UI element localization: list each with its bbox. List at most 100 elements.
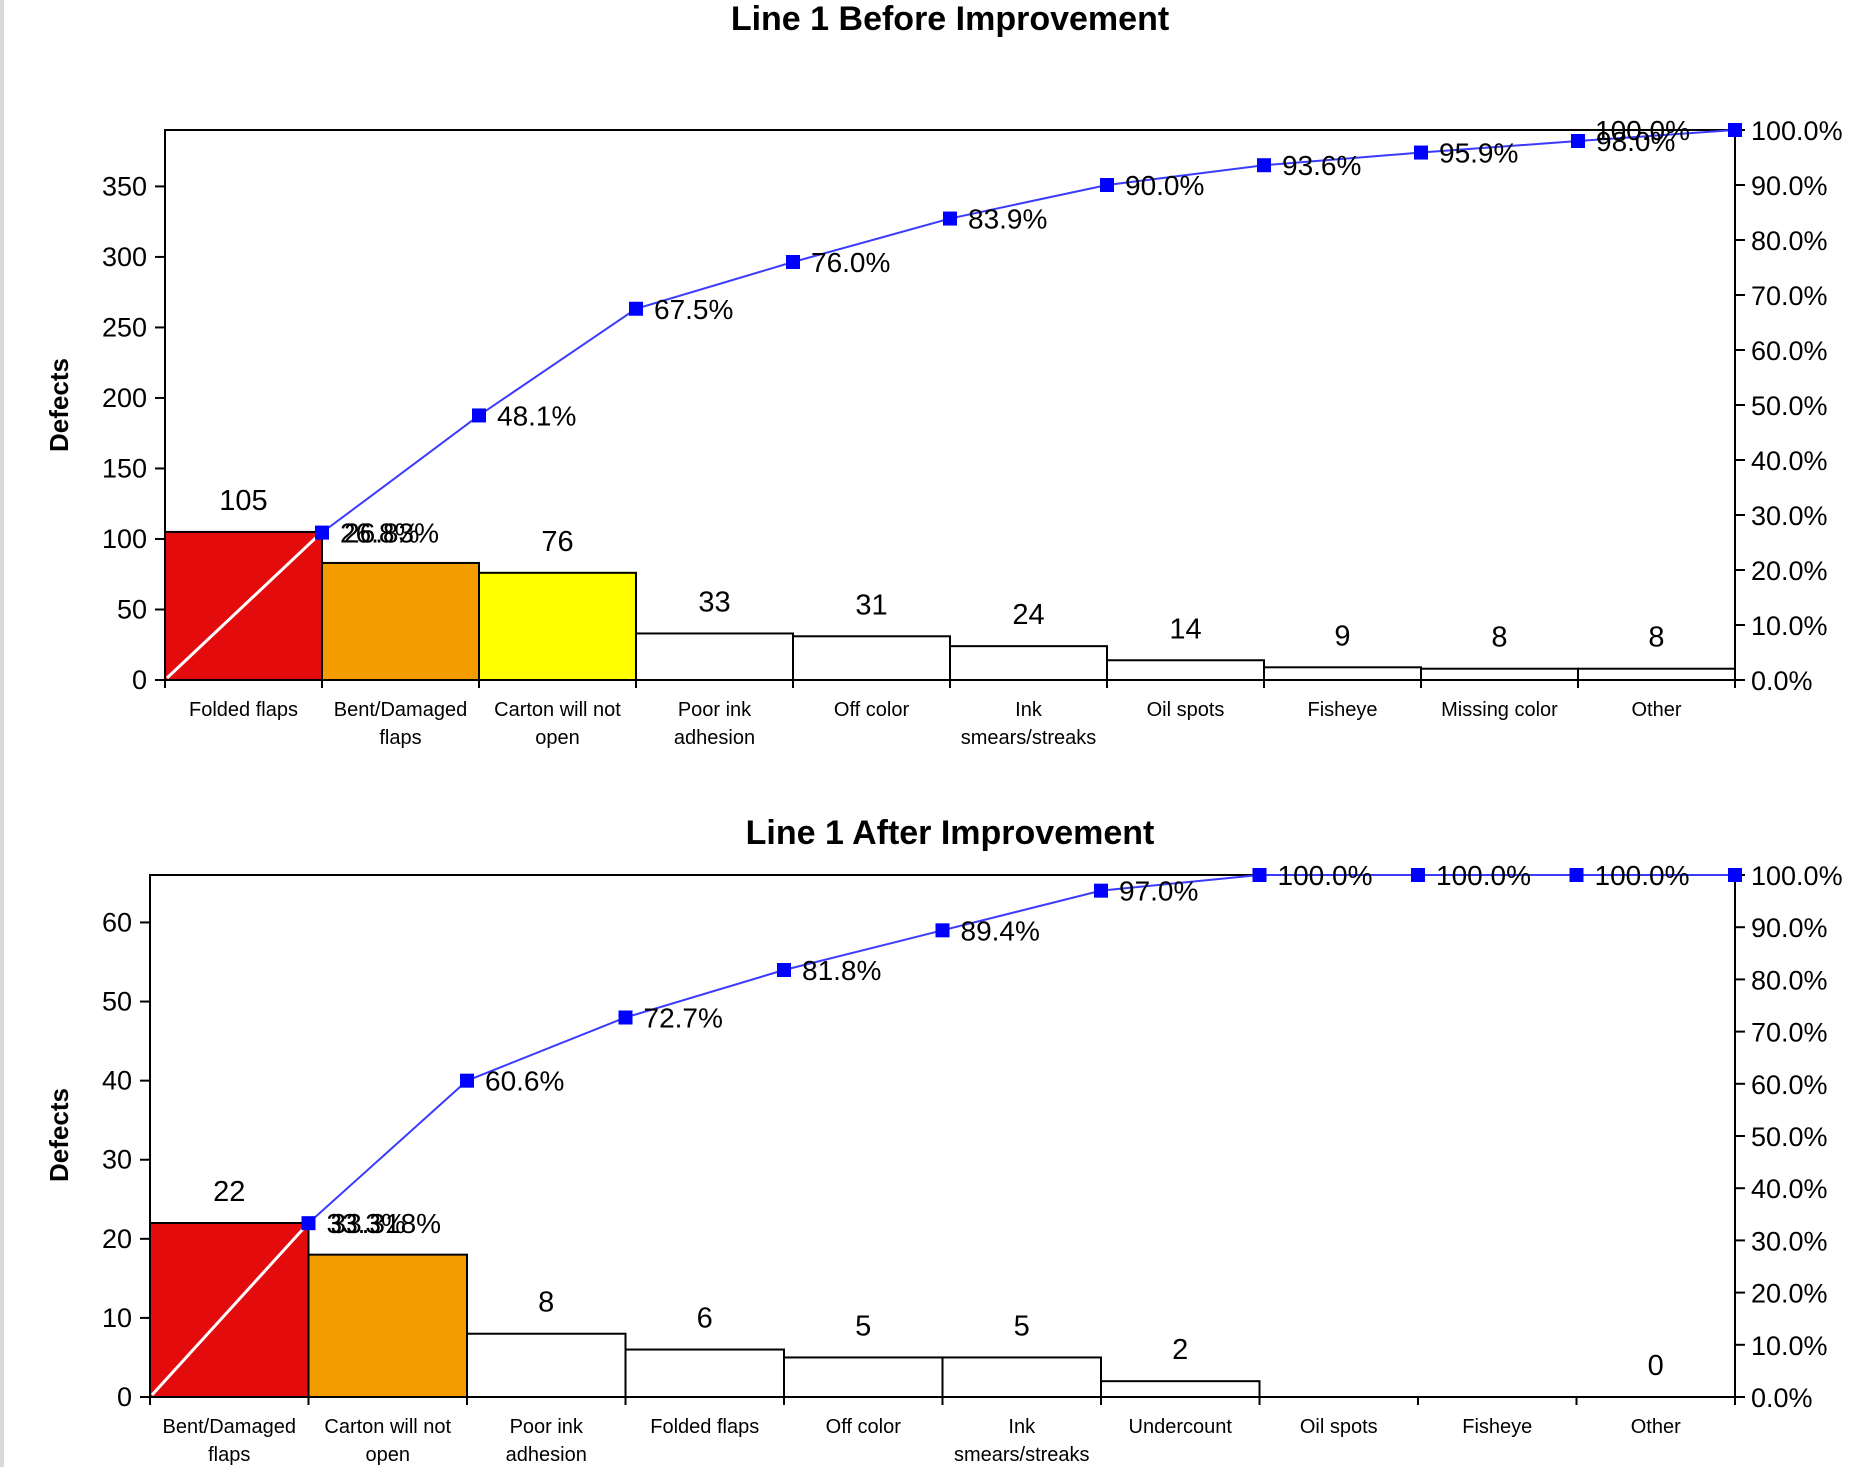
y2-tick-label: 10.0%: [1751, 611, 1828, 641]
category-label: Fisheye: [1307, 699, 1377, 721]
y2-tick-label: 70.0%: [1751, 1018, 1828, 1048]
y2-tick-label: 10.0%: [1751, 1331, 1828, 1361]
category-label: Oil spots: [1147, 699, 1225, 721]
y-tick-label: 20: [102, 1224, 132, 1254]
cumulative-percent-label: 89.4%: [961, 915, 1040, 946]
cumulative-percent-label: 83.9%: [968, 204, 1047, 235]
bar: [941, 1356, 1102, 1398]
bar: [1577, 667, 1736, 682]
category-label: Ink: [1008, 1416, 1036, 1438]
y2-tick-label: 40.0%: [1751, 446, 1828, 476]
category-label: Poor ink: [678, 699, 752, 721]
y2-tick-label: 20.0%: [1751, 1279, 1828, 1309]
bar-value-label: 24: [1012, 599, 1044, 631]
cumulative-point: [472, 408, 486, 423]
bar-value-label: 105: [219, 485, 267, 517]
y2-tick-label: 20.0%: [1751, 556, 1828, 586]
y2-tick-label: 90.0%: [1751, 171, 1828, 201]
cumulative-percent-label: 48.1%: [497, 400, 576, 431]
category-label: Folded flaps: [650, 1416, 759, 1438]
y-tick-label: 150: [102, 453, 147, 483]
cumulative-percent-label: 26.8%: [340, 518, 419, 549]
category-label: flaps: [379, 727, 421, 749]
category-label: Missing color: [1441, 699, 1558, 721]
cumulative-point: [1571, 134, 1585, 148]
y-tick-label: 350: [102, 171, 147, 201]
bar: [466, 1332, 627, 1399]
cumulative-percent-label: 33.3%: [327, 1208, 406, 1239]
bar-value-label: 0: [1648, 1350, 1664, 1382]
bar: [635, 632, 794, 682]
category-label: flaps: [208, 1444, 250, 1466]
cumulative-percent-label: 76.0%: [811, 247, 890, 278]
bar: [783, 1356, 944, 1398]
y-tick-label: 100: [102, 524, 147, 554]
cumulative-percent-line: [321, 129, 1736, 534]
cumulative-point: [1252, 868, 1267, 882]
category-label: Carton will not: [324, 1416, 451, 1438]
y2-tick-label: 70.0%: [1751, 281, 1828, 311]
bar: [1106, 659, 1265, 681]
y-axis-title: Defects: [44, 1088, 74, 1182]
y2-tick-label: 30.0%: [1751, 501, 1828, 531]
cumulative-point: [1257, 158, 1271, 173]
bar: [792, 635, 951, 681]
y-tick-label: 250: [102, 312, 147, 342]
category-label: Ink: [1015, 699, 1043, 721]
category-label: Bent/Damaged: [334, 699, 467, 721]
cumulative-percent-label: 81.8%: [802, 955, 881, 986]
cumulative-percent-label: 72.7%: [644, 1003, 723, 1034]
y2-tick-label: 100.0%: [1751, 116, 1843, 146]
bar-value-label: 5: [1014, 1310, 1030, 1342]
cumulative-percent-label: 98.0%: [1596, 126, 1675, 157]
y2-tick-label: 80.0%: [1751, 226, 1828, 256]
y-tick-label: 300: [102, 242, 147, 272]
cumulative-percent-label: 60.6%: [485, 1066, 564, 1097]
category-label: Folded flaps: [189, 699, 298, 721]
cumulative-percent-label: 100.0%: [1278, 860, 1373, 891]
bar-value-label: 8: [538, 1287, 554, 1319]
bar-value-label: 76: [541, 526, 573, 558]
bar-value-label: 2: [1172, 1334, 1188, 1366]
bar: [478, 571, 637, 681]
cumulative-point: [460, 1073, 474, 1088]
bar-value-label: 22: [213, 1176, 245, 1208]
category-label: Carton will not: [494, 699, 621, 721]
category-label: Fisheye: [1462, 1416, 1532, 1438]
bar-value-label: 9: [1334, 620, 1350, 652]
cumulative-point: [629, 301, 643, 316]
y2-tick-label: 30.0%: [1751, 1226, 1828, 1256]
bar: [949, 645, 1108, 682]
y2-tick-label: 0.0%: [1751, 666, 1813, 696]
chart-2-title: Line 1 After Improvement: [745, 814, 1155, 852]
category-label: Off color: [834, 699, 910, 721]
bar: [1420, 667, 1579, 682]
category-label: smears/streaks: [961, 727, 1097, 749]
y-tick-label: 60: [102, 907, 132, 937]
y-tick-label: 40: [102, 1066, 132, 1096]
y2-tick-label: 50.0%: [1751, 1122, 1828, 1152]
category-label: Off color: [826, 1416, 902, 1438]
y2-tick-label: 80.0%: [1751, 965, 1828, 995]
category-label: smears/streaks: [954, 1444, 1090, 1466]
y-tick-label: 10: [102, 1303, 132, 1333]
bar-value-label: 8: [1491, 622, 1507, 654]
cumulative-point: [1728, 868, 1742, 882]
category-label: adhesion: [674, 727, 755, 749]
chart-2-after-improvement: 01020304050600.0%10.0%20.0%30.0%40.0%50.…: [44, 860, 1843, 1466]
cumulative-point: [1414, 145, 1428, 160]
y-tick-label: 0: [132, 665, 147, 695]
y2-tick-label: 0.0%: [1751, 1383, 1813, 1413]
cumulative-percent-label: 100.0%: [1595, 115, 1690, 146]
category-label: Bent/Damaged: [163, 1416, 296, 1438]
cumulative-point: [1411, 868, 1425, 882]
cumulative-percent-label: 90.0%: [1125, 170, 1204, 201]
cumulative-point: [301, 1216, 316, 1231]
bar: [1100, 1380, 1261, 1399]
y2-tick-label: 90.0%: [1751, 913, 1828, 943]
category-label: Oil spots: [1300, 1416, 1378, 1438]
bar-value-label: 33: [698, 586, 730, 618]
cumulative-percent-label: 100.0%: [1595, 860, 1690, 891]
bar: [1263, 666, 1422, 681]
bar-value-label: 8: [1648, 622, 1664, 654]
